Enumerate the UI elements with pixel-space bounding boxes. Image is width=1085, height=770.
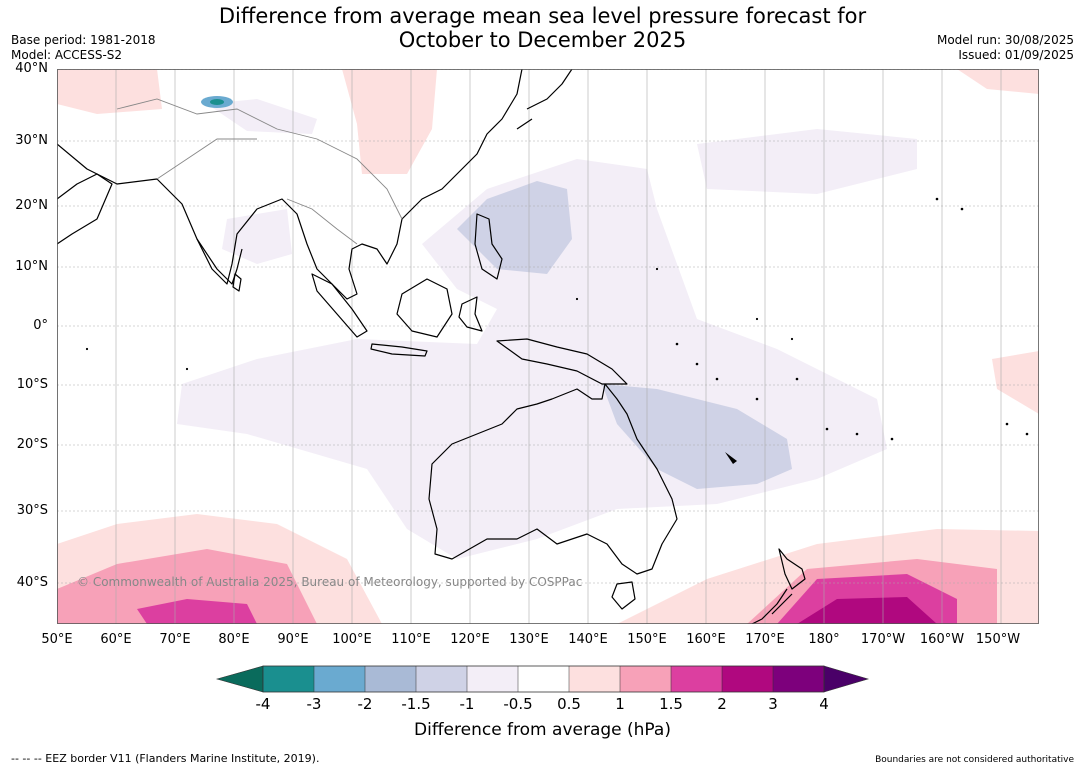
lon-label-50e: 50°E: [41, 632, 73, 647]
sri-lanka-coast: [232, 273, 242, 292]
sulawesi-coast: [458, 296, 483, 332]
lon-label-110e: 110°E: [391, 632, 431, 647]
lon-label-130e: 130°E: [509, 632, 549, 647]
philippines-coast: [474, 213, 503, 280]
lon-label-150e: 150°E: [627, 632, 667, 647]
lon-label-160w: 160°W: [919, 632, 965, 647]
coastlines: [57, 69, 806, 624]
arabia-coast: [57, 173, 113, 245]
colorbar-segment: [620, 666, 672, 692]
india-outline: [196, 238, 243, 285]
lon-label-170w: 170°W: [860, 632, 906, 647]
colorbar: [215, 665, 870, 693]
lat-label-10s: 10°S: [16, 377, 48, 392]
meta-left: Base period: 1981-2018 Model: ACCESS-S2: [11, 33, 156, 63]
new-guinea-coast: [496, 338, 628, 385]
lon-label-180: 180°: [808, 632, 840, 647]
lon-label-150w: 150°W: [975, 632, 1021, 647]
eez-note: -- -- -- EEZ border V11 (Flanders Marine…: [11, 752, 320, 765]
moderate-negative-anomaly-regions: [201, 96, 792, 489]
lat-label-0: 0°: [33, 318, 48, 333]
cbar-tick-m1: -1: [459, 695, 475, 713]
model-run: Model run: 30/08/2025: [936, 33, 1074, 47]
colorbar-under-arrow: [215, 665, 264, 693]
cbar-tick-p4: 4: [819, 695, 829, 713]
cbar-tick-m1-5: -1.5: [401, 695, 431, 713]
cbar-tick-m2: -2: [357, 695, 373, 713]
lat-label-20n: 20°N: [15, 198, 48, 213]
pacific-islands: [85, 197, 1029, 464]
cbar-tick-p0-5: 0.5: [557, 695, 581, 713]
borneo-coast: [396, 278, 453, 338]
tasmania-coast: [611, 581, 636, 610]
lon-label-160e: 160°E: [686, 632, 726, 647]
graticule: [57, 69, 1039, 624]
asia-coast: [57, 69, 523, 300]
lat-label-40n: 40°N: [15, 61, 48, 76]
map-title: Difference from average mean sea level p…: [0, 4, 1085, 52]
colorbar-segment: [416, 666, 468, 692]
lat-label-20s: 20°S: [16, 437, 48, 452]
issued-date: Issued: 01/09/2025: [958, 48, 1074, 62]
colorbar-segment: [671, 666, 723, 692]
title-line-1: Difference from average mean sea level p…: [218, 4, 867, 28]
colorbar-segment: [365, 666, 417, 692]
cbar-tick-p1: 1: [615, 695, 625, 713]
meta-right: Model run: 30/08/2025 Issued: 01/09/2025: [937, 33, 1074, 63]
colorbar-over-arrow: [823, 665, 870, 693]
lon-label-90e: 90°E: [277, 632, 309, 647]
new-zealand-coast: [751, 548, 806, 624]
lon-label-170e: 170°E: [745, 632, 785, 647]
japan-coast: [516, 69, 573, 130]
lon-label-120e: 120°E: [450, 632, 490, 647]
colorbar-segment: [722, 666, 774, 692]
cbar-tick-p1-5: 1.5: [659, 695, 683, 713]
colorbar-segment: [263, 666, 315, 692]
positive-anomaly-regions: [57, 69, 1039, 624]
cbar-tick-p3: 3: [768, 695, 778, 713]
colorbar-segment: [569, 666, 621, 692]
australia-coast: [428, 383, 678, 575]
lat-label-40s: 40°S: [16, 575, 48, 590]
colorbar-segments: [263, 666, 825, 692]
pressure-anomaly-map: [57, 69, 1039, 624]
colorbar-segment: [518, 666, 570, 692]
colorbar-segment: [773, 666, 825, 692]
model-name: Model: ACCESS-S2: [11, 48, 123, 62]
colorbar-label: Difference from average (hPa): [414, 720, 671, 740]
colorbar-segment: [314, 666, 366, 692]
lat-label-30s: 30°S: [16, 503, 48, 518]
java-coast: [370, 343, 428, 357]
lon-label-60e: 60°E: [100, 632, 132, 647]
lat-label-30n: 30°N: [15, 133, 48, 148]
lon-label-80e: 80°E: [218, 632, 250, 647]
lon-label-100e: 100°E: [332, 632, 372, 647]
cbar-tick-m3: -3: [306, 695, 322, 713]
cbar-tick-m0-5: -0.5: [503, 695, 533, 713]
title-line-2: October to December 2025: [398, 28, 687, 52]
lat-label-10n: 10°N: [15, 259, 48, 274]
boundaries-disclaimer: Boundaries are not considered authoritat…: [875, 755, 1074, 765]
lon-label-70e: 70°E: [159, 632, 191, 647]
cbar-tick-m4: -4: [255, 695, 271, 713]
base-period: Base period: 1981-2018: [11, 33, 156, 47]
political-borders: [116, 98, 403, 245]
colorbar-segment: [467, 666, 519, 692]
cbar-tick-p2: 2: [717, 695, 727, 713]
copyright-notice: © Commonwealth of Australia 2025, Bureau…: [77, 575, 583, 589]
lon-label-140e: 140°E: [568, 632, 608, 647]
